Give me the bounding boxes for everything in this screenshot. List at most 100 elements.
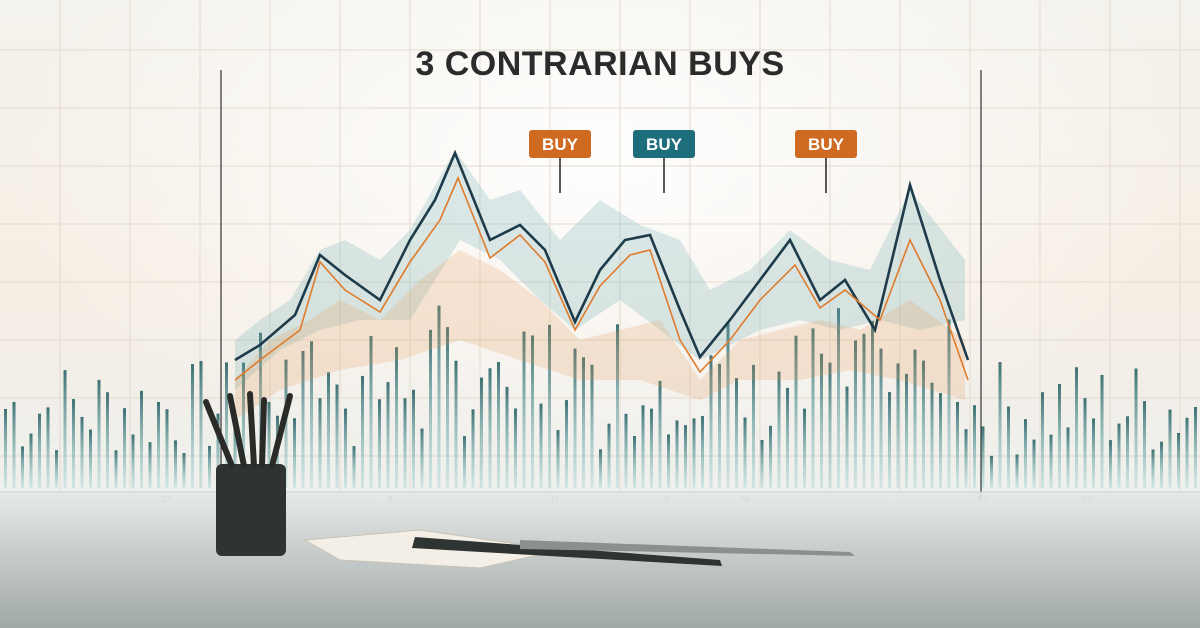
volume-bar bbox=[1143, 401, 1146, 488]
volume-bar bbox=[794, 335, 798, 488]
volume-bar bbox=[318, 398, 322, 488]
volume-bar bbox=[760, 439, 764, 488]
volume-bar bbox=[922, 360, 925, 488]
volume-bar bbox=[556, 430, 560, 488]
volume-bar bbox=[4, 408, 7, 488]
volume-bar bbox=[454, 360, 458, 488]
volume-bar bbox=[386, 382, 390, 488]
volume-bar bbox=[21, 446, 24, 488]
volume-bar bbox=[1194, 407, 1197, 488]
volume-bar bbox=[964, 429, 968, 488]
volume-bar bbox=[599, 449, 602, 488]
volume-bar bbox=[624, 413, 628, 488]
volume-bar bbox=[990, 455, 993, 488]
volume-bar bbox=[947, 319, 951, 488]
volume-bar bbox=[650, 408, 653, 488]
volume-bar bbox=[1049, 434, 1053, 488]
volume-bar bbox=[174, 440, 177, 488]
volume-bar bbox=[497, 361, 500, 488]
volume-bar bbox=[361, 375, 364, 488]
badge-label: BUY bbox=[542, 135, 579, 154]
volume-bar bbox=[616, 324, 619, 488]
volume-bar bbox=[743, 417, 747, 488]
volume-bar bbox=[505, 386, 509, 488]
volume-bar bbox=[46, 407, 50, 488]
volume-bar bbox=[862, 333, 866, 488]
volume-bar bbox=[471, 409, 475, 488]
volume-bar bbox=[871, 320, 874, 488]
volume-bar bbox=[548, 324, 551, 488]
volume-bar bbox=[225, 362, 228, 488]
volume-bar bbox=[420, 428, 424, 488]
volume-bar bbox=[123, 408, 126, 488]
volume-bar bbox=[675, 420, 679, 488]
volume-bar bbox=[480, 377, 483, 488]
volume-bar bbox=[1058, 384, 1061, 488]
volume-bar bbox=[437, 305, 441, 488]
volume-bar bbox=[1185, 417, 1189, 488]
volume-bar bbox=[352, 446, 356, 488]
volume-bar bbox=[106, 392, 109, 488]
volume-bar bbox=[769, 425, 772, 488]
volume-bar bbox=[1083, 398, 1087, 488]
volume-bar bbox=[114, 450, 118, 488]
volume-bar bbox=[777, 371, 781, 488]
volume-bar bbox=[55, 450, 58, 488]
volume-bar bbox=[1032, 439, 1036, 488]
volume-bar bbox=[301, 351, 305, 488]
volume-bar bbox=[658, 380, 662, 488]
volume-bar bbox=[565, 400, 568, 488]
volume-bar bbox=[131, 434, 135, 488]
volume-bar bbox=[828, 362, 832, 488]
volume-bar bbox=[854, 340, 857, 488]
volume-bar bbox=[939, 393, 942, 488]
volume-bar bbox=[896, 363, 900, 488]
volume-bar bbox=[403, 398, 407, 488]
volume-bar bbox=[378, 399, 381, 488]
volume-bar bbox=[216, 413, 220, 488]
volume-bar bbox=[701, 416, 704, 488]
volume-bar bbox=[879, 348, 883, 488]
volume-bar bbox=[97, 379, 101, 488]
volume-bar bbox=[1134, 368, 1138, 488]
volume-bar bbox=[956, 401, 959, 488]
volume-bar bbox=[1092, 418, 1095, 488]
volume-bar bbox=[718, 363, 721, 488]
volume-bar bbox=[539, 403, 543, 488]
volume-bar bbox=[208, 445, 211, 488]
volume-bar bbox=[998, 362, 1002, 488]
volume-bar bbox=[1007, 406, 1010, 488]
volume-bar bbox=[709, 355, 713, 488]
volume-bar bbox=[1066, 427, 1070, 488]
volume-bar bbox=[233, 413, 237, 488]
volume-bar bbox=[1168, 409, 1172, 488]
volume-bar bbox=[12, 401, 16, 488]
volume-bar bbox=[1075, 367, 1078, 488]
volume-bar bbox=[446, 327, 449, 488]
volume-bar bbox=[344, 408, 347, 488]
volume-bar bbox=[803, 408, 806, 488]
volume-bar bbox=[335, 384, 339, 488]
volume-bar bbox=[1041, 392, 1044, 488]
badge-label: BUY bbox=[646, 135, 683, 154]
title: 3 CONTRARIAN BUYS bbox=[415, 45, 784, 83]
volume-bar bbox=[412, 389, 415, 488]
volume-bar bbox=[199, 361, 203, 488]
volume-bar bbox=[463, 436, 466, 488]
volume-bar bbox=[369, 336, 373, 488]
volume-bar bbox=[89, 429, 92, 488]
volume-bar bbox=[191, 364, 194, 488]
badge bbox=[529, 130, 591, 158]
volume-bar bbox=[888, 392, 891, 488]
volume-bar bbox=[811, 328, 815, 488]
volume-bar bbox=[913, 349, 917, 488]
volume-bar bbox=[726, 321, 730, 488]
volume-bar bbox=[820, 353, 823, 488]
volume-bar bbox=[1015, 454, 1019, 488]
volume-bar bbox=[590, 364, 594, 488]
volume-bar bbox=[1024, 419, 1027, 488]
volume-bar bbox=[633, 436, 636, 488]
volume-bar bbox=[327, 372, 330, 488]
volume-bar bbox=[905, 373, 908, 488]
